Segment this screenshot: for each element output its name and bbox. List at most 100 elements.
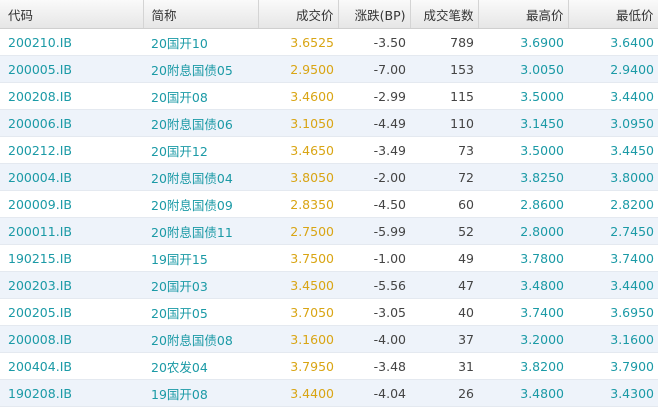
table-cell: 40 bbox=[410, 298, 478, 326]
table-row[interactable]: 200004.IB 20附息国债04 3.8050 -2.00 72 3.8250 3.80… bbox=[0, 163, 658, 191]
table-cell: -2.99 bbox=[338, 82, 410, 110]
column-header[interactable]: 最低价 bbox=[568, 0, 658, 29]
table-cell: 115 bbox=[410, 82, 478, 110]
table-cell: 19国开15 bbox=[143, 244, 258, 272]
table-cell: 26 bbox=[410, 379, 478, 407]
column-header[interactable]: 涨跌(BP) bbox=[338, 0, 411, 29]
table-cell: 3.1450 bbox=[478, 109, 568, 137]
table-cell: 47 bbox=[410, 271, 478, 299]
table-cell: 3.7500 bbox=[258, 244, 338, 272]
table-cell: 3.0050 bbox=[478, 55, 568, 83]
table-cell: 20国开03 bbox=[143, 271, 258, 299]
table-row[interactable]: 200404.IB 20农发04 3.7950 -3.48 31 3.8200 3.7900 bbox=[0, 352, 658, 380]
table-cell: 72 bbox=[410, 163, 478, 191]
table-cell: 3.7050 bbox=[258, 298, 338, 326]
table-row[interactable]: 200011.IB 20附息国债11 2.7500 -5.99 52 2.8000 2.74… bbox=[0, 217, 658, 245]
table-cell: 3.7950 bbox=[258, 352, 338, 380]
table-cell: -3.05 bbox=[338, 298, 410, 326]
table-cell: -4.04 bbox=[338, 379, 410, 407]
table-cell: 190208.IB bbox=[0, 379, 143, 407]
table-cell: 190215.IB bbox=[0, 244, 143, 272]
column-header[interactable]: 最高价 bbox=[478, 0, 569, 29]
table-cell: 3.4400 bbox=[568, 271, 658, 299]
table-cell: -3.50 bbox=[338, 28, 410, 56]
table-cell: 3.4600 bbox=[258, 82, 338, 110]
table-cell: 3.5000 bbox=[478, 82, 568, 110]
table-body: 200210.IB 20国开10 3.6525 -3.50 789 3.6900 3.640… bbox=[0, 28, 658, 407]
table-cell: 52 bbox=[410, 217, 478, 245]
table-cell: 2.7500 bbox=[258, 217, 338, 245]
table-cell: 3.1050 bbox=[258, 109, 338, 137]
table-cell: -5.99 bbox=[338, 217, 410, 245]
table-cell: 3.4650 bbox=[258, 136, 338, 164]
table-cell: 3.1600 bbox=[258, 325, 338, 353]
table-cell: 200011.IB bbox=[0, 217, 143, 245]
table-cell: 200205.IB bbox=[0, 298, 143, 326]
table-cell: 3.2000 bbox=[478, 325, 568, 353]
table-row[interactable]: 200006.IB 20附息国债06 3.1050 -4.49 110 3.1450 3.0… bbox=[0, 109, 658, 137]
table-cell: 153 bbox=[410, 55, 478, 83]
column-header[interactable]: 简称 bbox=[143, 0, 259, 29]
table-cell: -3.49 bbox=[338, 136, 410, 164]
table-cell: 2.7450 bbox=[568, 217, 658, 245]
table-cell: 3.4800 bbox=[478, 271, 568, 299]
table-cell: 2.9400 bbox=[568, 55, 658, 83]
table-cell: 2.8000 bbox=[478, 217, 568, 245]
column-header[interactable]: 成交笔数 bbox=[410, 0, 479, 29]
table-cell: -1.00 bbox=[338, 244, 410, 272]
table-cell: 20国开05 bbox=[143, 298, 258, 326]
table-row[interactable]: 190215.IB 19国开15 3.7500 -1.00 49 3.7800 3.7400 bbox=[0, 244, 658, 272]
table-cell: 110 bbox=[410, 109, 478, 137]
table-cell: 20附息国债11 bbox=[143, 217, 258, 245]
table-cell: 3.4500 bbox=[258, 271, 338, 299]
table-cell: 2.8600 bbox=[478, 190, 568, 218]
table-cell: 200008.IB bbox=[0, 325, 143, 353]
table-row[interactable]: 200208.IB 20国开08 3.4600 -2.99 115 3.5000 3.440… bbox=[0, 82, 658, 110]
table-cell: 200210.IB bbox=[0, 28, 143, 56]
table-cell: 3.4800 bbox=[478, 379, 568, 407]
table-cell: 3.1600 bbox=[568, 325, 658, 353]
table-cell: 20农发04 bbox=[143, 352, 258, 380]
table-cell: 73 bbox=[410, 136, 478, 164]
table-cell: 3.4450 bbox=[568, 136, 658, 164]
table-row[interactable]: 200009.IB 20附息国债09 2.8350 -4.50 60 2.8600 2.82… bbox=[0, 190, 658, 218]
table-row[interactable]: 200008.IB 20附息国债08 3.1600 -4.00 37 3.2000 3.16… bbox=[0, 325, 658, 353]
table-cell: 200208.IB bbox=[0, 82, 143, 110]
table-cell: 200006.IB bbox=[0, 109, 143, 137]
table-cell: 3.0950 bbox=[568, 109, 658, 137]
table-cell: -4.50 bbox=[338, 190, 410, 218]
table-cell: 37 bbox=[410, 325, 478, 353]
column-header[interactable]: 代码 bbox=[0, 0, 144, 29]
table-cell: -4.00 bbox=[338, 325, 410, 353]
table-row[interactable]: 200203.IB 20国开03 3.4500 -5.56 47 3.4800 3.4400 bbox=[0, 271, 658, 299]
table-cell: 200212.IB bbox=[0, 136, 143, 164]
table-cell: 200005.IB bbox=[0, 55, 143, 83]
table-cell: 20附息国债08 bbox=[143, 325, 258, 353]
table-cell: 789 bbox=[410, 28, 478, 56]
table-cell: -2.00 bbox=[338, 163, 410, 191]
column-header[interactable]: 成交价 bbox=[258, 0, 339, 29]
header-row: 代码 简称 成交价 涨跌(BP) 成交笔数 最高价 最低价 bbox=[0, 0, 658, 29]
table-cell: 20附息国债04 bbox=[143, 163, 258, 191]
table-cell: 200404.IB bbox=[0, 352, 143, 380]
table-cell: 20附息国债06 bbox=[143, 109, 258, 137]
table-row[interactable]: 200210.IB 20国开10 3.6525 -3.50 789 3.6900 3.640… bbox=[0, 28, 658, 56]
table-cell: 2.9500 bbox=[258, 55, 338, 83]
table-cell: 200203.IB bbox=[0, 271, 143, 299]
table-cell: 3.8250 bbox=[478, 163, 568, 191]
table-cell: 200009.IB bbox=[0, 190, 143, 218]
table-row[interactable]: 200212.IB 20国开12 3.4650 -3.49 73 3.5000 3.4450 bbox=[0, 136, 658, 164]
table-cell: 3.8050 bbox=[258, 163, 338, 191]
table-cell: 3.4300 bbox=[568, 379, 658, 407]
table-cell: 3.6400 bbox=[568, 28, 658, 56]
table-cell: 20国开10 bbox=[143, 28, 258, 56]
table-cell: 3.4400 bbox=[568, 82, 658, 110]
table-cell: 3.6900 bbox=[478, 28, 568, 56]
table-row[interactable]: 190208.IB 19国开08 3.4400 -4.04 26 3.4800 3.4300 bbox=[0, 379, 658, 407]
table-cell: 19国开08 bbox=[143, 379, 258, 407]
table-row[interactable]: 200005.IB 20附息国债05 2.9500 -7.00 153 3.0050 2.9… bbox=[0, 55, 658, 83]
table-cell: 3.7400 bbox=[568, 244, 658, 272]
table-row[interactable]: 200205.IB 20国开05 3.7050 -3.05 40 3.7400 3.6950 bbox=[0, 298, 658, 326]
table-cell: 20国开08 bbox=[143, 82, 258, 110]
